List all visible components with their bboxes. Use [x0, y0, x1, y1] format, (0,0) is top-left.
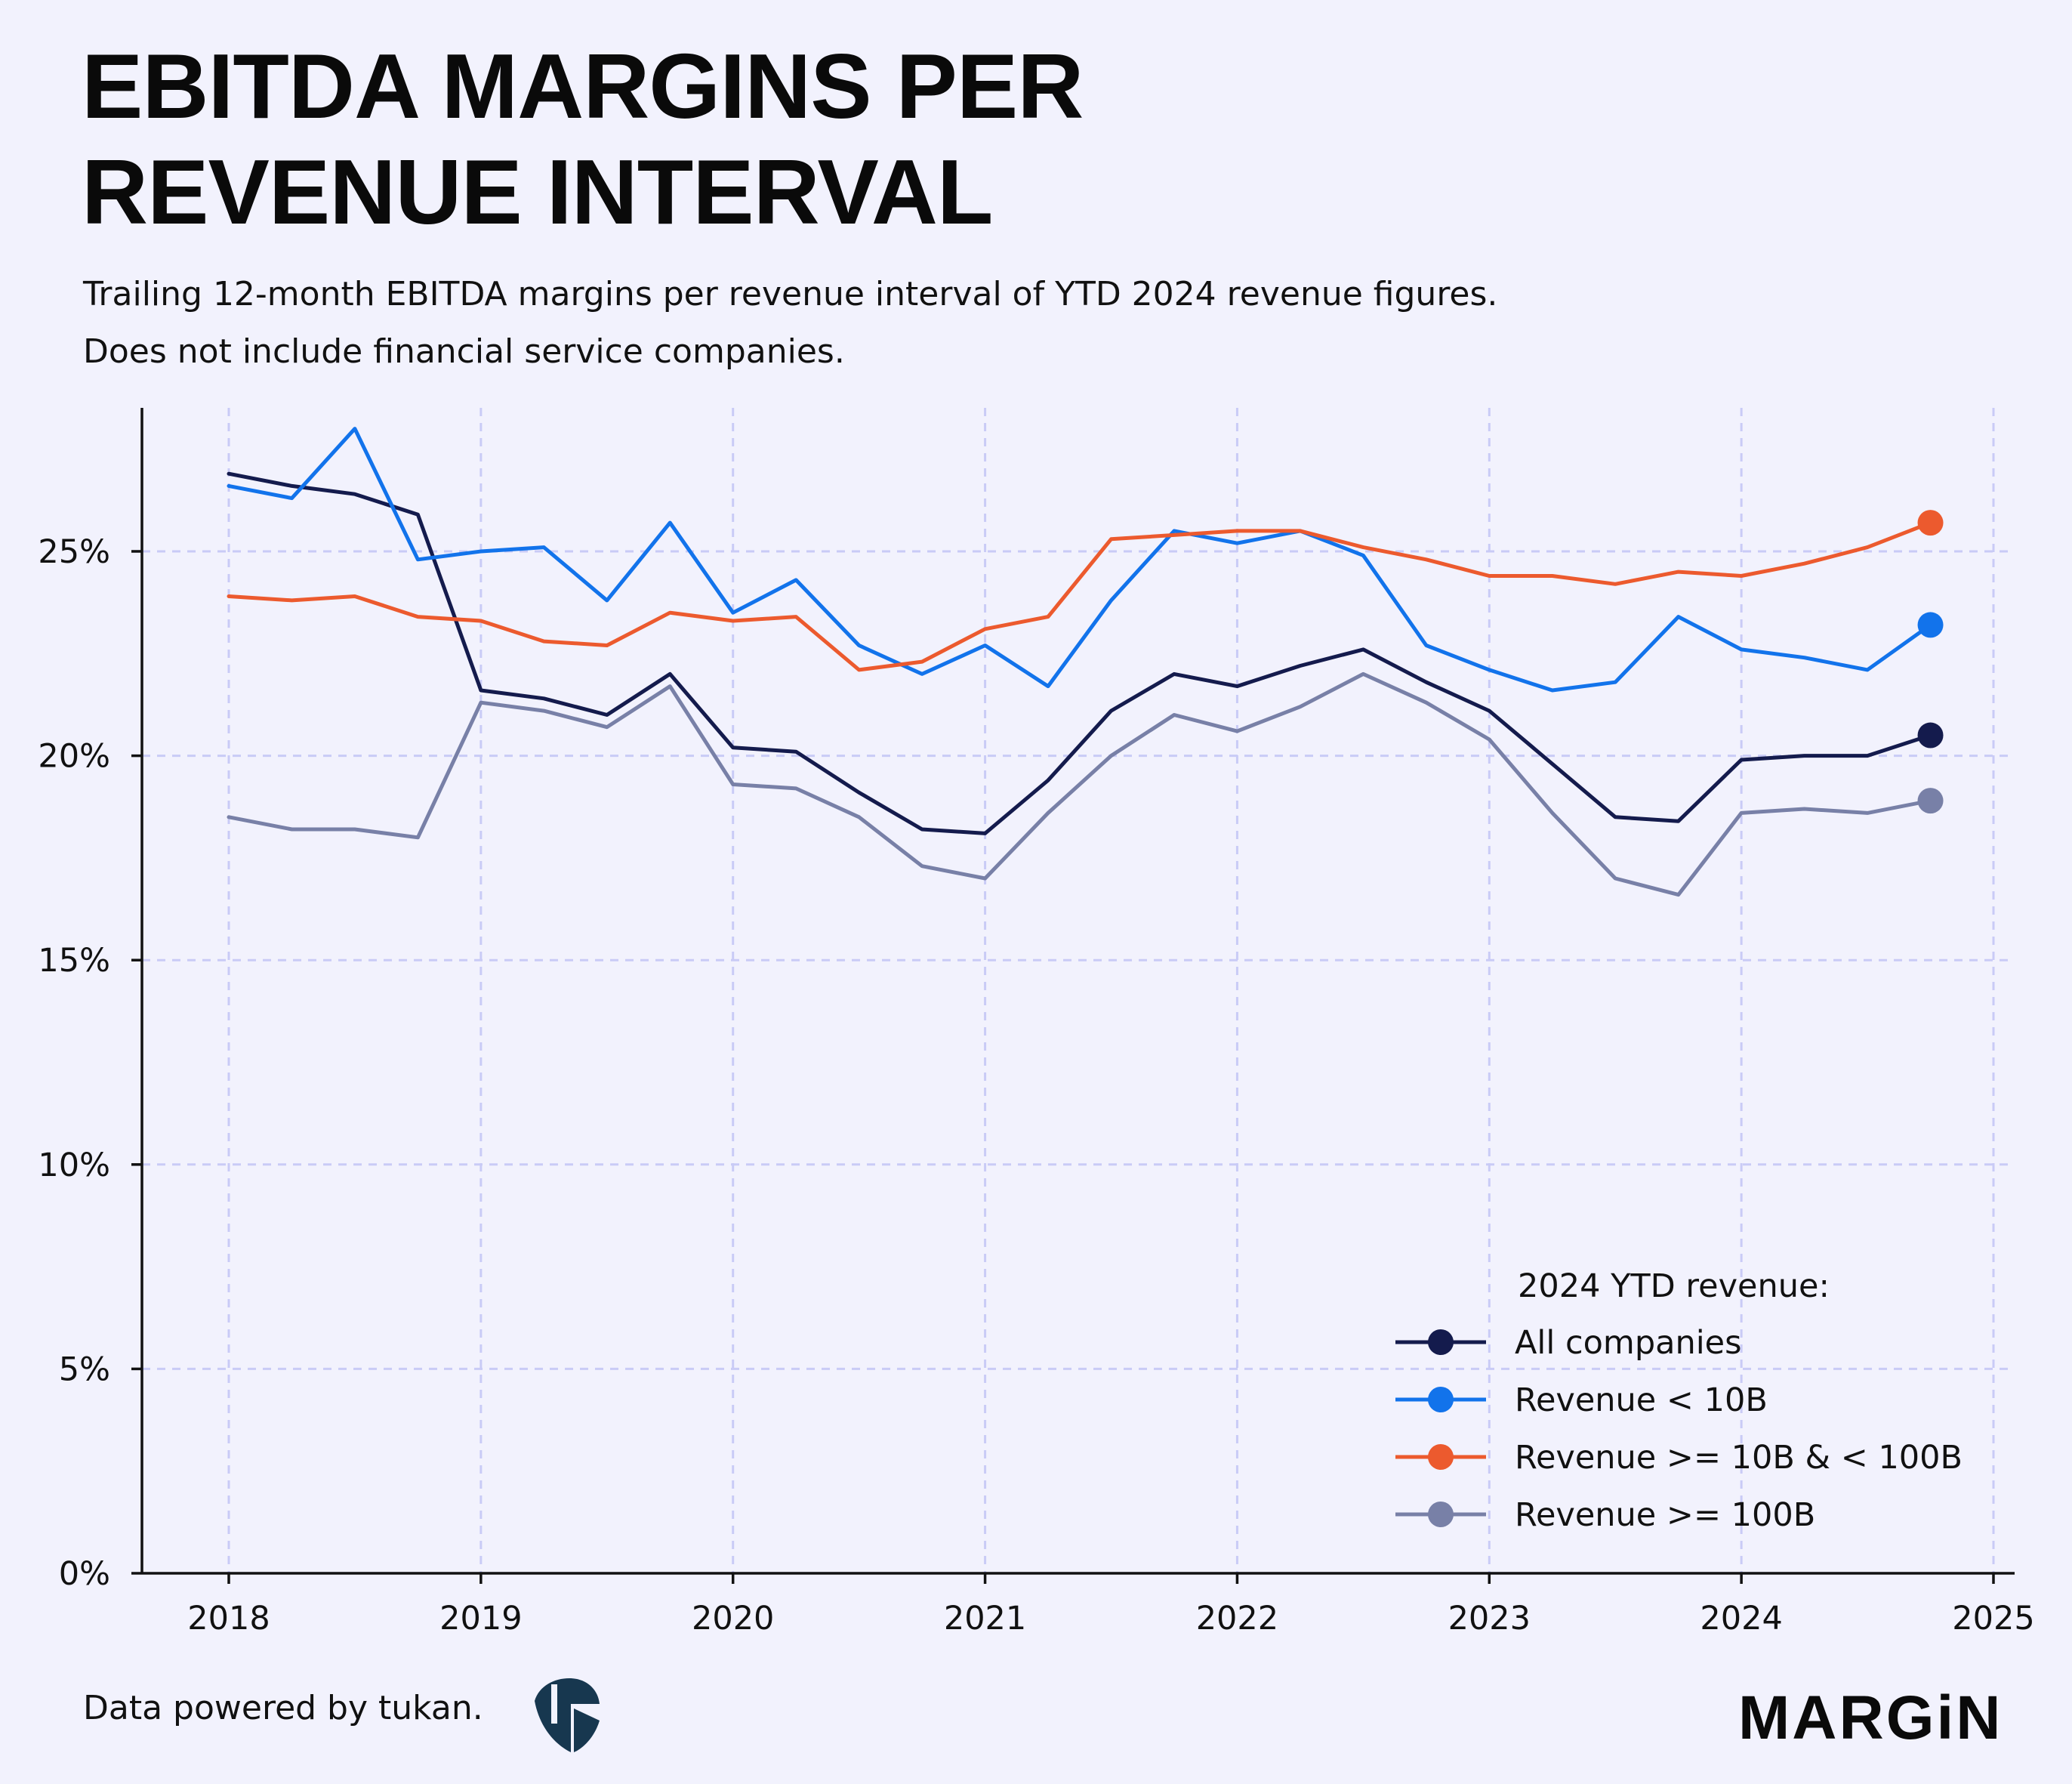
legend-swatch-dot — [1428, 1444, 1454, 1470]
series-line — [227, 427, 1932, 693]
x-tick-label: 2020 — [692, 1600, 774, 1637]
subtitle-line-1: Trailing 12-month EBITDA margins per rev… — [83, 275, 1498, 313]
series-line — [227, 471, 1932, 835]
series-lines — [227, 427, 1944, 897]
series-end-point — [1917, 612, 1944, 638]
chart-subtitle: Trailing 12-month EBITDA margins per rev… — [83, 266, 1895, 381]
legend-label: All companies — [1515, 1324, 1742, 1362]
x-tick-label: 2021 — [944, 1600, 1026, 1637]
y-tick-label: 15% — [38, 942, 110, 980]
series-line — [227, 520, 1932, 672]
title-line-1: EBITDA MARGINS PER — [82, 35, 1084, 137]
legend-label: Revenue < 10B — [1515, 1381, 1768, 1419]
x-tick-label: 2018 — [187, 1600, 270, 1637]
x-tick-label: 2025 — [1952, 1600, 2034, 1637]
tick-labels: 0% 5% 10% 15% 20% 25% 2018 2019 2020 2021 2022 2023… — [38, 533, 2034, 1637]
x-tick-label: 2019 — [439, 1600, 522, 1637]
y-tick-label: 25% — [38, 533, 110, 571]
y-tick-label: 5% — [59, 1350, 110, 1388]
subtitle-line-2: Does not include financial service compa… — [83, 332, 845, 371]
legend-swatch-dot — [1428, 1502, 1454, 1527]
data-source-note: Data powered by tukan. — [83, 1689, 483, 1727]
legend-label: Revenue >= 100B — [1515, 1496, 1815, 1534]
chart-title: EBITDA MARGINS PER REVENUE INTERVAL — [82, 33, 1441, 245]
legend-label: Revenue >= 10B & < 100B — [1515, 1439, 1963, 1477]
tukan-logo-icon — [535, 1678, 600, 1752]
legend-title: 2024 YTD revenue: — [1518, 1267, 1830, 1305]
series-line — [227, 671, 1932, 897]
series-end-point — [1917, 510, 1944, 536]
chart-axes — [131, 408, 2015, 1584]
x-tick-label: 2022 — [1196, 1600, 1278, 1637]
x-tick-label: 2024 — [1700, 1600, 1782, 1637]
legend-swatch-dot — [1428, 1387, 1454, 1412]
y-tick-label: 0% — [59, 1555, 110, 1593]
chart-legend: 2024 YTD revenue: All companies Revenue < … — [1395, 1267, 1963, 1534]
series-end-point — [1917, 722, 1944, 748]
title-line-2: REVENUE INTERVAL — [82, 140, 993, 243]
grid-lines — [142, 408, 2015, 1573]
margin-logo: MARGiN — [1738, 1684, 2003, 1752]
y-tick-label: 20% — [38, 738, 110, 776]
y-tick-label: 10% — [38, 1147, 110, 1184]
legend-swatch-dot — [1428, 1329, 1454, 1355]
series-end-point — [1917, 788, 1944, 814]
x-tick-label: 2023 — [1448, 1600, 1531, 1637]
